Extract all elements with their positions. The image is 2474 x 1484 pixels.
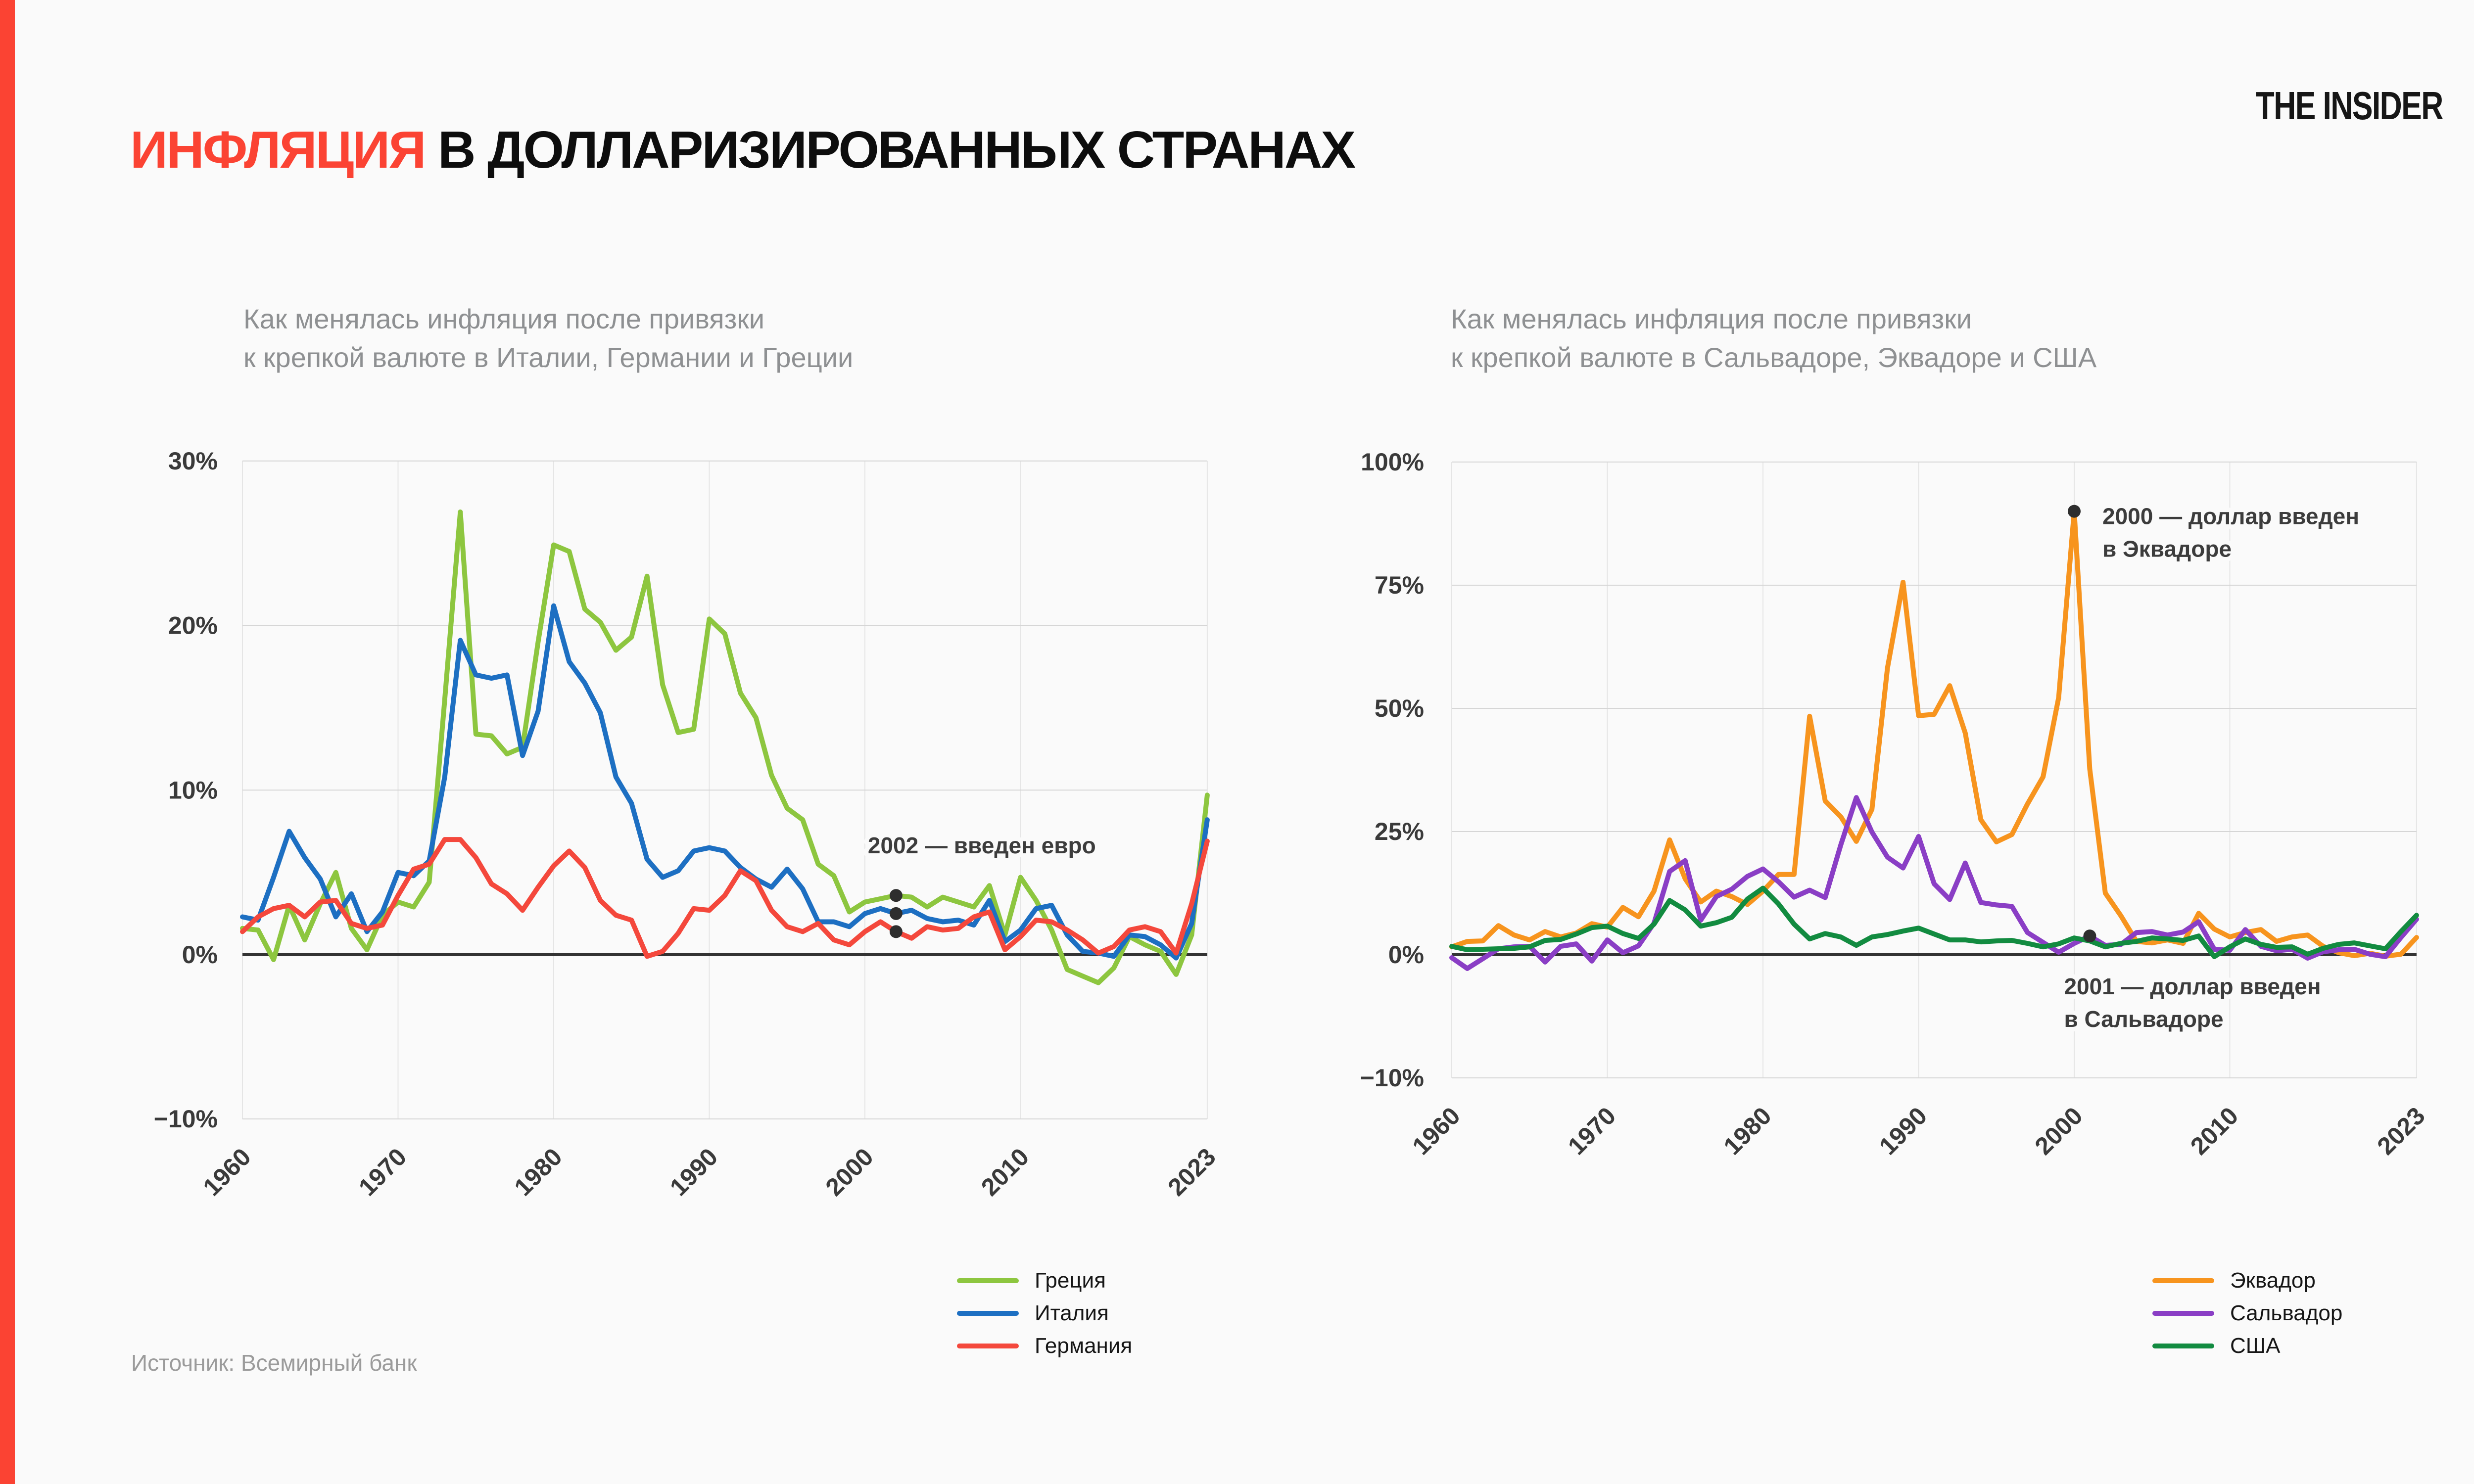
series-line-2 [240, 837, 1210, 959]
chart-subtitle-line: Как менялась инфляция после привязки [1451, 303, 1972, 334]
y-tick-label: 50% [1375, 695, 1424, 722]
chart-subtitle-line: к крепкой валюте в Сальвадоре, Эквадоре … [1451, 342, 2097, 373]
legend-line-salvador-icon [2152, 1311, 2214, 1316]
annotation-label: 2002 — введен евро [868, 833, 1096, 858]
annotation-dot [2083, 929, 2096, 943]
page-title: ИНФЛЯЦИЯ В ДОЛЛАРИЗИРОВАННЫХ СТРАНАХ [130, 121, 1356, 179]
y-tick-label: 20% [168, 612, 218, 640]
x-tick-label: 2000 [2030, 1102, 2088, 1160]
legend-label: Греция [1035, 1268, 1106, 1293]
x-tick-label: 2023 [2372, 1102, 2430, 1160]
page-title-rest: В ДОЛЛАРИЗИРОВАННЫХ СТРАНАХ [425, 121, 1356, 179]
x-tick-label: 1970 [1563, 1102, 1621, 1160]
legend-label: Италия [1035, 1301, 1109, 1325]
series-line-1 [240, 603, 1210, 961]
y-tick-label: 10% [168, 776, 218, 804]
source-note: Источник: Всемирный банк [131, 1350, 417, 1376]
annotation-dot [2068, 505, 2081, 518]
y-tick-label: 0% [1388, 941, 1424, 969]
annotation-dot [889, 907, 903, 920]
legend-line-germany-icon [957, 1344, 1019, 1348]
legend-item-salvador: Сальвадор [2152, 1297, 2342, 1330]
series-line-1 [1449, 795, 2419, 971]
legend-item-italy: Италия [957, 1297, 1132, 1330]
legend-line-greece-icon [957, 1278, 1019, 1283]
y-tick-label: 100% [1361, 448, 1424, 476]
legend-label: Германия [1035, 1334, 1133, 1358]
chart-subtitle-europe: Как менялась инфляция после привязки к к… [243, 300, 853, 377]
series-line-2 [1449, 885, 2419, 959]
legend-label: США [2230, 1334, 2281, 1358]
chart-subtitle-line: Как менялась инфляция после привязки [243, 303, 765, 334]
legend-item-usa: США [2152, 1330, 2342, 1362]
annotation-dot [889, 889, 903, 902]
legend-line-usa-icon [2152, 1344, 2214, 1348]
y-tick-label: 75% [1375, 571, 1424, 599]
accent-bar [0, 0, 15, 1484]
legend-item-greece: Греция [957, 1264, 1132, 1297]
annotation-label: 2001 — доллар введен [2064, 974, 2321, 999]
legend-item-germany: Германия [957, 1330, 1132, 1362]
x-tick-label: 1990 [1874, 1102, 1932, 1160]
annotation-dot [889, 925, 903, 938]
series-line-0 [1449, 509, 2419, 959]
x-tick-label: 2010 [2185, 1102, 2243, 1160]
chart-subtitle-line: к крепкой валюте в Италии, Германии и Гр… [243, 342, 854, 373]
legend-item-ecuador: Эквадор [2152, 1264, 2342, 1297]
chart-subtitle-americas: Как менялась инфляция после привязки к к… [1451, 300, 2096, 377]
y-tick-label: 0% [182, 941, 218, 969]
x-tick-label: 1980 [1718, 1102, 1777, 1160]
legend-label: Сальвадор [2230, 1301, 2343, 1325]
legend-americas: Эквадор Сальвадор США [2152, 1264, 2342, 1362]
legend-line-ecuador-icon [2152, 1278, 2214, 1283]
publisher-logo: THE INSIDER [2255, 84, 2444, 128]
legend-europe: Греция Италия Германия [957, 1264, 1132, 1362]
y-tick-label: −10% [154, 1105, 218, 1133]
legend-label: Эквадор [2230, 1268, 2316, 1293]
annotation-label: в Эквадоре [2102, 536, 2232, 562]
y-tick-label: 30% [168, 447, 218, 475]
y-tick-label: 25% [1375, 818, 1424, 845]
annotation-label: 2000 — доллар введен [2102, 504, 2359, 529]
legend-line-italy-icon [957, 1311, 1019, 1316]
y-tick-label: −10% [1360, 1064, 1424, 1092]
page-title-accent: ИНФЛЯЦИЯ [130, 121, 427, 179]
annotation-label: в Сальвадоре [2064, 1006, 2223, 1032]
x-tick-label: 1960 [1407, 1102, 1466, 1160]
